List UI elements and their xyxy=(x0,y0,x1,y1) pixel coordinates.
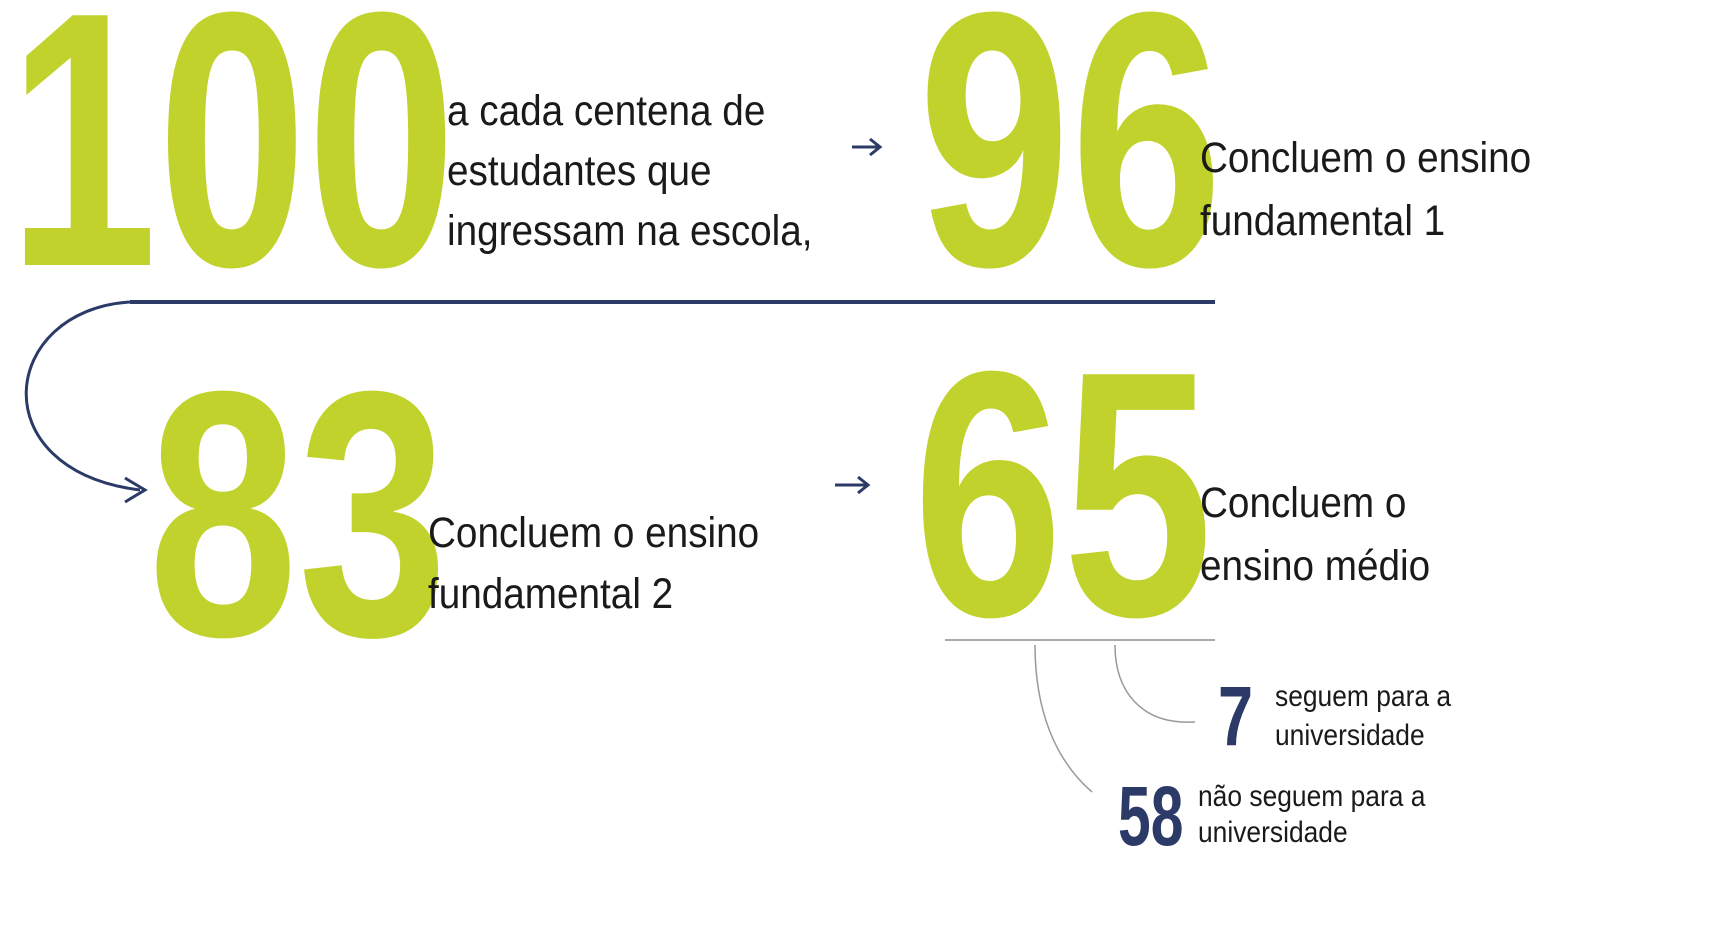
big-number: 83 xyxy=(148,319,448,710)
outcome-text: universidade xyxy=(1198,814,1348,848)
text-line: a cada centena de xyxy=(447,86,765,134)
arrow xyxy=(852,137,883,157)
outcome-text: não seguem para a xyxy=(1198,778,1426,812)
big-number: 96 xyxy=(918,0,1223,343)
branch-line xyxy=(1114,644,1196,723)
text-line: Concluem o ensino xyxy=(428,508,759,556)
arrow-head xyxy=(124,476,148,504)
text-line: estudantes que xyxy=(447,146,712,194)
text-line: Concluem o ensino xyxy=(1200,133,1531,181)
text-line: ingressam na escola, xyxy=(447,206,813,254)
outcome-text: seguem para a xyxy=(1275,678,1451,712)
step-text: a cada centena de estudantes que ingress… xyxy=(428,86,1531,617)
outcome-number: 7 xyxy=(1218,669,1253,763)
branch-line xyxy=(1034,644,1093,793)
big-number: 100 xyxy=(8,0,456,342)
outcome-number: 58 xyxy=(1118,770,1183,864)
arrow xyxy=(835,475,871,495)
text-line: ensino médio xyxy=(1200,541,1430,589)
outcome-text: universidade xyxy=(1275,717,1425,751)
curved-connector xyxy=(24,300,141,492)
text-line: fundamental 2 xyxy=(428,569,673,617)
text-line: Concluem o xyxy=(1200,478,1406,526)
text-line: fundamental 1 xyxy=(1200,196,1445,244)
big-number: 65 xyxy=(913,299,1213,690)
